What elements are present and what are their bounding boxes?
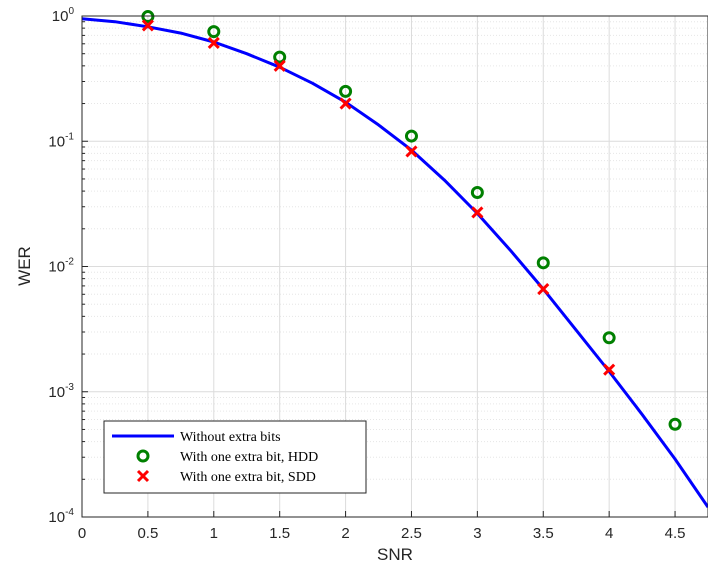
sdd-point-stroke [405,145,418,158]
x-axis-title: SNR [377,545,413,564]
y-tick-exponent: 0 [68,6,74,17]
y-tick-label: 100 [52,6,75,25]
x-tick-label: 0.5 [137,525,158,542]
sdd-point [537,283,550,296]
sdd-point-stroke [207,36,220,49]
legend-circle-swatch [136,449,150,463]
sdd-point [141,19,154,32]
legend-label: With one extra bit, HDD [180,450,318,465]
y-tick-base: 10 [48,509,65,526]
sdd-point [207,36,220,49]
sdd-point [339,97,352,110]
x-tick-label: 0 [78,525,86,542]
y-axis-title: WER [15,246,34,286]
y-tick-exponent: -3 [65,382,74,393]
y-tick-base: 10 [48,384,65,401]
hdd-point [404,129,418,143]
x-tick-label: 3 [473,525,481,542]
legend-label: Without extra bits [180,430,281,445]
hdd-point [602,331,616,345]
y-tick-exponent: -1 [65,131,74,142]
sdd-point [405,145,418,158]
x-tick-label: 2.5 [401,525,422,542]
y-tick-label: 10-2 [48,257,74,276]
sdd-point-stroke [339,97,352,110]
y-tick-base: 10 [48,259,65,276]
hdd-point [470,185,484,199]
sdd-point-stroke [471,206,484,219]
sdd-point-stroke [141,19,154,32]
y-tick-exponent: -4 [65,507,74,518]
sdd-point-stroke [537,283,550,296]
x-tick-label: 4.5 [665,525,686,542]
sdd-point-stroke [273,59,286,72]
hdd-point [339,84,353,98]
x-tick-label: 1 [210,525,218,542]
hdd-point [668,417,682,431]
y-tick-base: 10 [52,8,69,25]
x-tick-label: 4 [605,525,613,542]
legend: Without extra bits With one extra bit, HD… [103,420,367,494]
sdd-point [603,363,616,376]
legend-x-stroke [136,469,150,483]
y-tick-label: 10-3 [48,382,74,401]
y-tick-exponent: -2 [65,257,74,268]
legend-x-swatch [136,469,150,483]
y-tick-label: 10-4 [48,507,74,526]
y-tick-label: 10-1 [48,131,74,150]
x-axis-ticks: 0 0.5 1 1.5 2 2.5 3 3.5 4 4.5 [78,511,686,542]
y-tick-base: 10 [48,133,65,150]
series-layer [81,10,708,508]
legend-label: With one extra bit, SDD [180,470,316,485]
x-tick-label: 1.5 [269,525,290,542]
sdd-point [273,59,286,72]
hdd-point [536,256,550,270]
sdd-point [471,206,484,219]
series-line-without-extra-bits [81,17,708,508]
x-tick-label: 3.5 [533,525,554,542]
hdd-point [273,50,287,64]
minor-grid [82,21,708,480]
hdd-point [141,10,155,24]
hdd-point [207,25,221,39]
x-tick-label: 2 [341,525,349,542]
sdd-point-stroke [603,363,616,376]
